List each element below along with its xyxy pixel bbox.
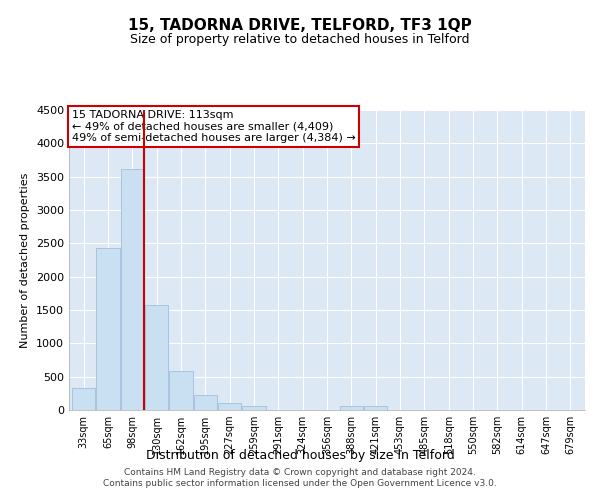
Bar xyxy=(145,306,168,410)
Text: 15 TADORNA DRIVE: 113sqm
← 49% of detached houses are smaller (4,409)
49% of sem: 15 TADORNA DRIVE: 113sqm ← 49% of detach… xyxy=(71,110,355,143)
Bar xyxy=(218,403,241,410)
Text: Distribution of detached houses by size in Telford: Distribution of detached houses by size … xyxy=(146,448,454,462)
Text: Size of property relative to detached houses in Telford: Size of property relative to detached ho… xyxy=(130,32,470,46)
Y-axis label: Number of detached properties: Number of detached properties xyxy=(20,172,31,348)
Bar xyxy=(364,406,387,410)
Bar xyxy=(72,388,95,410)
Bar xyxy=(121,170,144,410)
Bar xyxy=(242,406,266,410)
Bar xyxy=(194,396,217,410)
Bar xyxy=(97,248,119,410)
Bar xyxy=(340,406,363,410)
Bar xyxy=(169,370,193,410)
Text: 15, TADORNA DRIVE, TELFORD, TF3 1QP: 15, TADORNA DRIVE, TELFORD, TF3 1QP xyxy=(128,18,472,32)
Text: Contains HM Land Registry data © Crown copyright and database right 2024.
Contai: Contains HM Land Registry data © Crown c… xyxy=(103,468,497,487)
